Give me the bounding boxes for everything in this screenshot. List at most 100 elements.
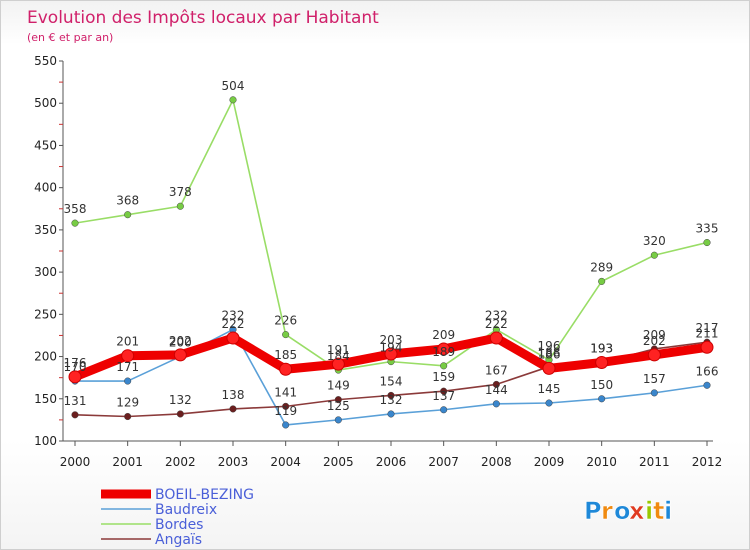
x-tick-label-2006: 2006 [376,455,407,469]
point-bordes-2012 [703,239,711,247]
data-label-baudreix-2000: 170 [64,360,87,374]
x-tick-label-2011: 2011 [639,455,670,469]
legend-label-baudreix: Baudreix [155,502,217,518]
data-label-boeil-bezing-2007: 209 [432,328,455,342]
legend-label-anga-s: Angaïs [155,532,202,548]
data-label-boeil-bezing-2006: 203 [380,333,403,347]
legend-label-boeil-bezing: BOEIL-BEZING [155,487,254,503]
point-bordes-2011 [650,251,658,259]
data-label-anga-s-2000: 131 [64,394,87,408]
y-tick-label-100: 100 [34,434,57,448]
brand-letter-2: o [614,497,631,525]
y-tick-label-300: 300 [34,265,57,279]
y-tick-label-250: 250 [34,307,57,321]
point-boeil-bezing-2002 [173,348,187,362]
chart-title: Evolution des Impôts locaux par Habitant [27,8,379,28]
data-label-anga-s-2007: 159 [432,370,455,384]
point-baudreix-2008 [492,400,500,408]
point-anga-s-2001 [124,412,132,421]
data-label-boeil-bezing-2010: 193 [590,341,613,355]
point-boeil-bezing-2011 [647,348,661,362]
data-label-boeil-bezing-2002: 202 [169,334,192,348]
point-boeil-bezing-2010 [595,355,609,369]
x-tick-label-2009: 2009 [534,455,565,469]
data-label-bordes-2007: 189 [432,345,455,359]
point-bordes-2004 [282,331,290,339]
data-label-anga-s-2006: 154 [380,374,403,388]
x-tick-label-2005: 2005 [323,455,354,469]
x-tick-label-2008: 2008 [481,455,512,469]
point-bordes-2010 [598,277,606,285]
x-tick-label-2000: 2000 [60,455,91,469]
point-boeil-bezing-2005 [331,357,345,371]
data-label-baudreix-2003: 232 [222,309,245,323]
data-label-anga-s-2002: 132 [169,393,192,407]
data-label-baudreix-2009: 145 [538,382,561,396]
data-label-boeil-bezing-2009: 186 [538,347,561,361]
data-label-baudreix-2011: 157 [643,372,666,386]
x-tick-label-2012: 2012 [692,455,723,469]
data-label-bordes-2003: 504 [222,79,245,93]
brand-letter-4: i [645,497,653,525]
brand-letter-0: P [584,497,602,525]
data-label-boeil-bezing-2012: 211 [696,326,719,340]
point-baudreix-2007 [440,406,448,414]
data-label-baudreix-2002: 200 [169,336,192,350]
point-baudreix-2011 [650,389,658,397]
point-anga-s-2003 [229,405,237,413]
data-label-bordes-2008: 232 [485,309,508,323]
x-tick-label-2003: 2003 [218,455,249,469]
point-baudreix-2006 [387,410,395,418]
point-boeil-bezing-2008 [489,331,503,345]
point-anga-s-2002 [176,410,184,418]
point-bordes-2000 [71,219,79,227]
data-label-boeil-bezing-2000: 176 [64,356,87,370]
brand-letter-1: r [601,497,613,525]
data-label-bordes-2002: 378 [169,185,192,199]
point-baudreix-2004 [282,421,290,429]
data-label-anga-s-2010: 193 [590,341,613,355]
data-label-baudreix-2001: 171 [116,360,139,374]
x-tick-label-2001: 2001 [112,455,143,469]
point-anga-s-2006 [387,391,395,399]
brand-letter-6: i [664,497,672,525]
data-label-bordes-2005: 184 [327,349,350,363]
x-ticks: 2000 2001 2002 2003 2004 2005 2006 2007 2008 2009… [60,441,723,469]
data-label-anga-s-2003: 138 [222,388,245,402]
data-label-anga-s-2012: 217 [696,321,719,335]
data-label-boeil-bezing-2005: 191 [327,343,350,357]
data-label-boeil-bezing-2001: 201 [116,335,139,349]
y-tick-label-400: 400 [34,181,57,195]
point-boeil-bezing-2009 [542,361,556,375]
data-label-anga-s-2009: 188 [538,346,561,360]
data-label-baudreix-2004: 119 [274,404,297,418]
y-ticks: 100 150 200 250 300 350 400 450 500 550 [34,54,63,448]
point-baudreix-2005 [334,416,342,424]
x-tick-label-2004: 2004 [270,455,301,469]
y-tick-label-150: 150 [34,392,57,406]
data-label-anga-s-2008: 167 [485,363,508,377]
y-tick-label-200: 200 [34,350,57,364]
point-anga-s-2004 [282,402,290,410]
data-label-boeil-bezing-2003: 222 [222,317,245,331]
point-anga-s-2007 [440,387,448,395]
brand-letter-5: t [653,497,664,525]
data-label-bordes-2000: 358 [64,202,87,216]
point-baudreix-2001 [124,377,132,385]
data-label-baudreix-2012: 166 [696,364,719,378]
legend-label-bordes: Bordes [155,517,203,533]
brand-letter-3: x [629,497,645,525]
data-label-baudreix-2007: 137 [432,389,455,403]
point-baudreix-2009 [545,399,553,407]
point-anga-s-2000 [71,411,79,419]
point-baudreix-2010 [598,395,606,403]
point-boeil-bezing-2003 [226,331,240,345]
x-tick-label-2007: 2007 [428,455,459,469]
point-boeil-bezing-2000 [68,370,82,384]
point-anga-s-2005 [334,396,342,404]
data-label-baudreix-2005: 125 [327,399,350,413]
